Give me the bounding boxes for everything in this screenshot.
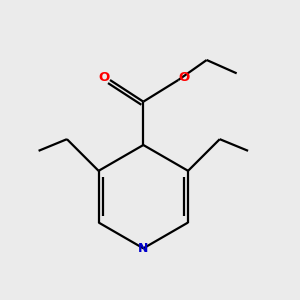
Text: O: O: [178, 71, 189, 84]
Text: O: O: [98, 71, 110, 84]
Text: N: N: [138, 242, 148, 255]
